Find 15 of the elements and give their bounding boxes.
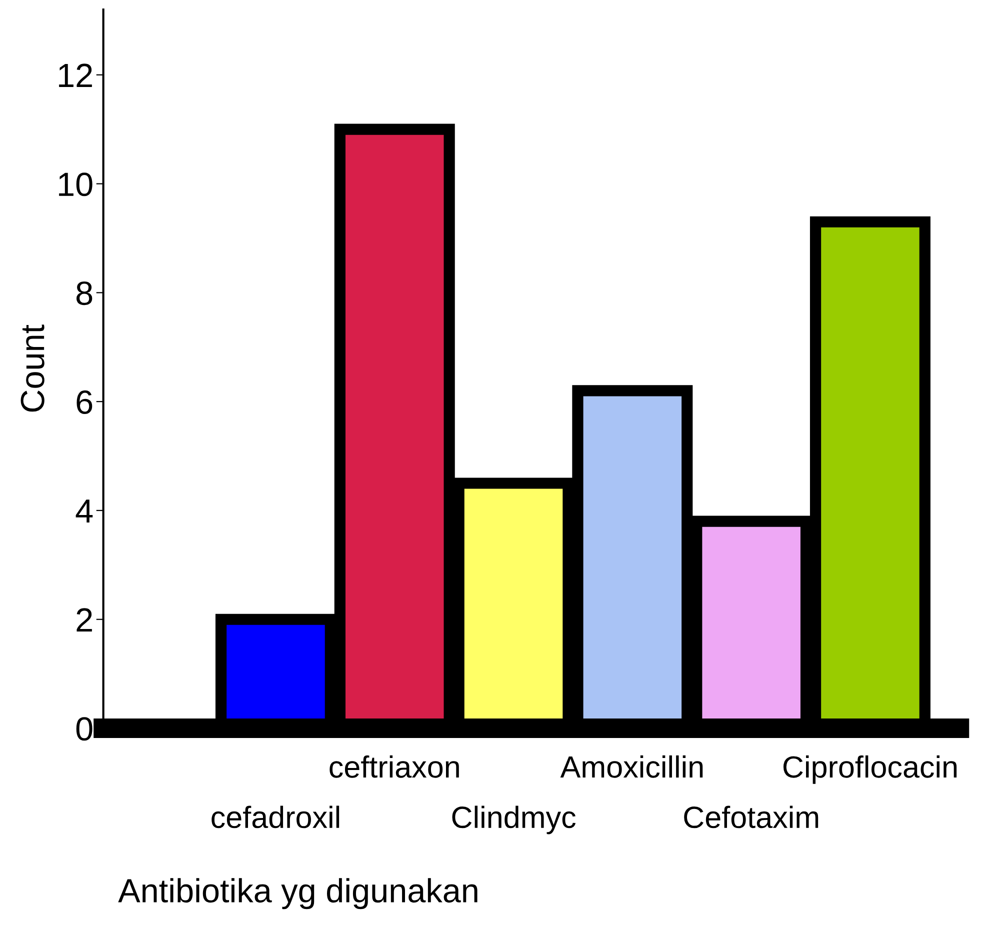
y-tick-label: 10: [59, 172, 92, 196]
y-tick-label: 8: [76, 281, 92, 306]
y-tick-label: 12: [59, 64, 92, 87]
y-tick-label: 0: [76, 717, 92, 741]
x-tick-label: cefadroxil: [212, 806, 340, 828]
x-tick-label: Clindmyc: [452, 806, 576, 834]
x-tick-label: Cefotaxim: [684, 806, 818, 828]
x-tick-label: Amoxicillin: [560, 755, 703, 778]
y-tick-label: 2: [76, 608, 92, 632]
y-axis-title: Count: [20, 324, 44, 412]
y-tick-label: 4: [76, 500, 93, 523]
x-axis-title: Antibiotika yg digunakan: [118, 878, 478, 910]
y-tick-label: 6: [76, 390, 92, 414]
x-tick-label: ceftriaxon: [330, 755, 459, 778]
x-tick-label: Ciproflocacin: [783, 755, 957, 784]
